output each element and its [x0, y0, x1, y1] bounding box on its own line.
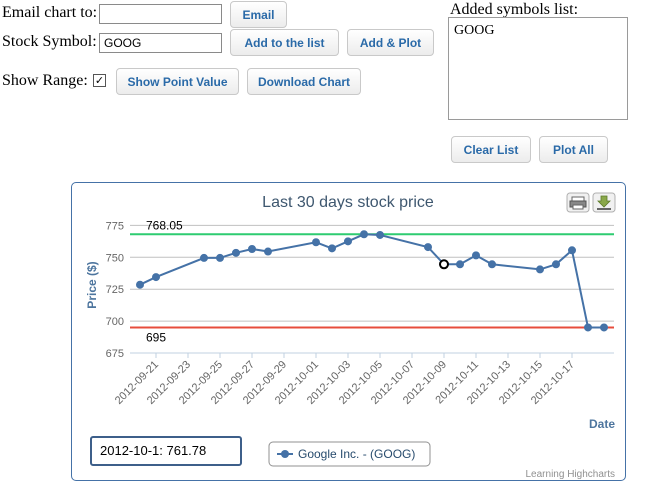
data-point: [248, 244, 256, 253]
legend-series-marker: [281, 450, 289, 458]
print-button[interactable]: [566, 192, 590, 213]
chart-gridlines: [130, 224, 614, 354]
symbols-list-label: Added symbols list:: [450, 1, 579, 18]
data-point: [152, 273, 160, 282]
data-point: [136, 280, 144, 289]
show-point-value-button[interactable]: Show Point Value: [116, 68, 239, 95]
data-point: [552, 260, 560, 269]
y-tick-label: 750: [106, 252, 124, 264]
data-point: [536, 265, 544, 274]
point-value-readout: 2012-10-1: 761.78: [90, 436, 242, 466]
data-point: [264, 247, 272, 256]
chart-legend[interactable]: Google Inc. - (GOOG): [268, 441, 431, 467]
email-button[interactable]: Email: [230, 1, 287, 28]
data-point: [344, 237, 352, 246]
data-point: [200, 253, 208, 262]
data-point: [216, 253, 224, 262]
data-point: [328, 244, 336, 253]
show-range-label: Show Range:: [2, 72, 88, 89]
data-point: [424, 243, 432, 252]
data-point: [232, 248, 240, 257]
y-tick-label: 700: [106, 316, 124, 328]
y-tick-label: 775: [106, 220, 124, 232]
chart-plot-lines: 768.05 695: [130, 218, 614, 344]
stock-symbol-label: Stock Symbol:: [2, 33, 97, 50]
series-line: [139, 233, 604, 329]
legend-series-name[interactable]: Google Inc. - (GOOG): [298, 447, 415, 461]
y-tick-label: 675: [106, 348, 124, 360]
chart-credits[interactable]: Learning Highcharts: [526, 469, 616, 480]
chart-title: Last 30 days stock price: [262, 194, 434, 211]
clear-list-button[interactable]: Clear List: [451, 136, 531, 163]
data-point: [360, 230, 368, 239]
symbols-list[interactable]: GOOG: [448, 17, 628, 120]
add-to-list-button[interactable]: Add to the list: [230, 29, 339, 56]
x-axis-title: Date: [589, 417, 615, 431]
plot-all-button[interactable]: Plot All: [539, 136, 608, 163]
plot-line-label: 695: [146, 330, 166, 344]
y-axis-title: Price ($): [85, 261, 99, 308]
highlighted-data-point: [439, 259, 449, 270]
download-icon: [597, 195, 611, 210]
plot-line-label: 768.05: [146, 218, 183, 232]
data-point: [488, 260, 496, 269]
chart-axes: 6757007257507752012-09-212012-09-232012-…: [106, 220, 614, 407]
export-button[interactable]: [592, 192, 616, 213]
chart-container: [71, 182, 626, 481]
download-chart-button[interactable]: Download Chart: [247, 68, 361, 95]
show-range-checkbox[interactable]: ✓: [93, 74, 106, 87]
data-point: [584, 323, 592, 332]
email-label: Email chart to:: [2, 4, 98, 21]
add-and-plot-button[interactable]: Add & Plot: [347, 29, 434, 56]
print-icon: [569, 196, 587, 210]
y-tick-label: 725: [106, 284, 124, 296]
data-point: [312, 238, 320, 247]
data-point: [376, 230, 384, 239]
chart-series: [136, 230, 608, 332]
data-point: [600, 323, 608, 332]
data-point: [472, 251, 480, 260]
email-input[interactable]: [99, 4, 222, 24]
symbols-list-item[interactable]: GOOG: [454, 23, 495, 38]
data-point: [568, 246, 576, 255]
stock-symbol-input[interactable]: [99, 33, 222, 53]
data-point: [456, 260, 464, 269]
